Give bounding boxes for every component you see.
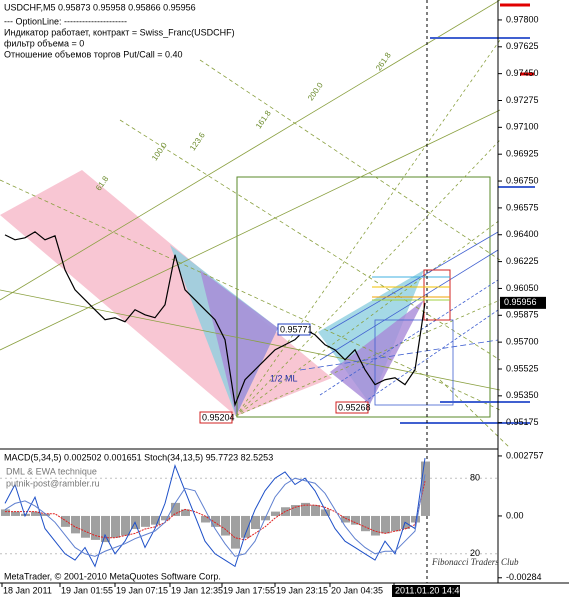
macd-bar	[1, 509, 10, 516]
y2-tick-label: 20	[470, 548, 480, 558]
indicator-line	[4, 457, 426, 568]
y-tick-label: 0.96925	[506, 149, 539, 159]
x-tick-label: 2011.01.20 14:46	[395, 585, 464, 595]
x-tick-label: 19 Jan 12:35	[171, 585, 223, 595]
macd-bar	[341, 515, 350, 523]
triangle-zone	[318, 270, 424, 404]
macd-bar	[271, 511, 280, 516]
y-tick-label: 0.97275	[506, 95, 539, 105]
annotation-box	[335, 401, 369, 414]
macd-bar	[391, 515, 400, 532]
y-tick-label: 0.97800	[506, 14, 539, 24]
triangle-overlap	[330, 300, 424, 404]
info-line: Индикатор работает, контракт = Swiss_Fra…	[4, 27, 235, 37]
macd-bar	[371, 515, 380, 536]
macd-bar	[201, 515, 210, 523]
target-box	[423, 269, 451, 321]
y-tick-label: 0.97450	[506, 68, 539, 78]
triangle-overlap	[200, 270, 278, 416]
macd-bar	[71, 515, 80, 534]
indicator-title: MACD(5,34,5) 0.002502 0.001651 Stoch(34,…	[4, 452, 273, 462]
fan-lines	[0, 0, 511, 449]
annotation: 1/2 ML	[270, 373, 298, 383]
y-tick-label: 0.00	[506, 510, 524, 520]
price-line	[4, 231, 426, 407]
y-tick-label: 0.96225	[506, 256, 539, 266]
info-line: Отношение объемов торгов Put/Call = 0.40	[4, 49, 182, 59]
macd-bar	[221, 515, 230, 536]
macd-bar	[141, 515, 150, 527]
x-tick-label: 19 Jan 23:15	[276, 585, 328, 595]
macd-bar	[231, 515, 240, 549]
annotation: 0.95771	[280, 324, 313, 334]
annotation: 0.95204	[202, 412, 235, 422]
macd-bar	[361, 515, 370, 532]
macd-bar	[251, 515, 260, 530]
watermark: Fibonacci Traders Club	[431, 557, 519, 567]
macd-bar	[81, 515, 90, 538]
x-tick-label: 20 Jan 04:35	[331, 585, 383, 595]
annotation-box	[199, 411, 233, 424]
y-tick-label: 0.002757	[506, 450, 544, 460]
macd-bar	[171, 502, 180, 516]
channel	[299, 37, 535, 424]
macd-bar	[211, 515, 220, 527]
frame	[236, 176, 491, 418]
macd-bar	[41, 513, 50, 516]
indicator-line	[5, 481, 426, 541]
last-price-box	[500, 296, 546, 309]
macd-bar	[101, 515, 110, 543]
info-line: --- OptionLine: ---------------------	[4, 16, 127, 26]
y-tick-label: 0.97100	[506, 122, 539, 132]
y-tick-label: 0.96400	[506, 229, 539, 239]
x-tick-label: 19 Jan 07:15	[116, 585, 168, 595]
y-tick-label: 0.95700	[506, 337, 539, 347]
drawings	[0, 0, 535, 583]
macd-bar	[411, 515, 420, 523]
y-tick-label: 0.95525	[506, 363, 539, 373]
macd-bar	[291, 505, 300, 516]
footer: MetaTrader, © 2001-2010 MetaQuotes Softw…	[4, 571, 221, 581]
macd-bar	[111, 515, 120, 538]
y-tick-label: 0.96750	[506, 175, 539, 185]
info-line: фильтр объема = 0	[4, 38, 84, 48]
y-tick-label: 0.95175	[506, 417, 539, 427]
x-tick-label: 18 Jan 2011	[3, 585, 52, 595]
macd-bar	[181, 509, 190, 516]
macd-bar	[61, 515, 70, 527]
x-tick-label: 19 Jan 17:55	[223, 585, 275, 595]
macd-bar	[381, 515, 390, 534]
macd-bar	[121, 515, 130, 536]
y-tick-label: 0.96575	[506, 202, 539, 212]
macd-bar	[151, 515, 160, 525]
annotation-box	[277, 323, 311, 336]
y-tick-label: 0.95350	[506, 390, 539, 400]
chart-title: USDCHF,M5 0.95873 0.95958 0.95866 0.9595…	[4, 2, 196, 12]
y-tick-label: 0.96050	[506, 283, 539, 293]
macd-bar	[241, 515, 250, 538]
y-tick-label: 0.95875	[506, 310, 539, 320]
note: DML & EWA technique	[6, 466, 97, 476]
cursor-time-box	[392, 585, 460, 597]
macd-bar	[351, 515, 360, 525]
y-tick-label: -0.00284	[506, 572, 542, 582]
macd-bar	[421, 461, 430, 516]
macd-bar	[301, 502, 310, 516]
y2-tick-label: 80	[470, 473, 480, 483]
indicator-line	[4, 474, 426, 557]
last-price-label: 0.95956	[504, 297, 537, 307]
annotation: 0.95268	[338, 402, 371, 412]
y-tick-label: 0.97625	[506, 41, 539, 51]
x-tick-label: 19 Jan 01:55	[61, 585, 113, 595]
macd-bar	[31, 511, 40, 516]
note: putnik-post@rambler.ru	[6, 478, 100, 488]
levels	[372, 276, 450, 301]
macd-bar	[321, 509, 330, 516]
macd-bar	[91, 515, 100, 540]
macd-bar	[161, 515, 170, 521]
macd-bar	[11, 511, 20, 516]
macd-bar	[311, 505, 320, 516]
